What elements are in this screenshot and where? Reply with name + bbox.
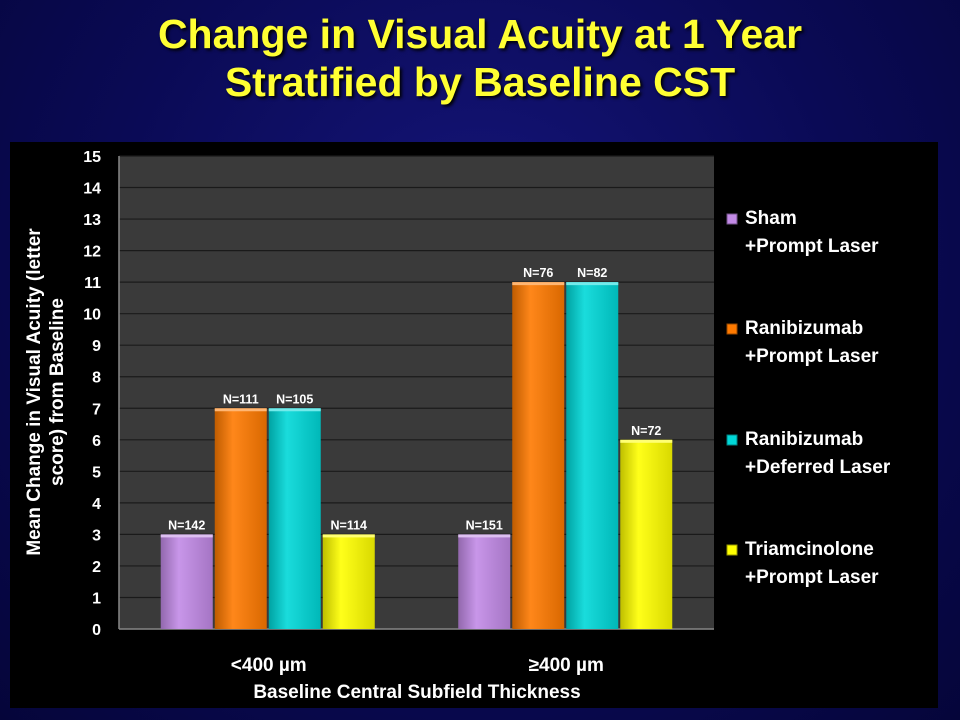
legend-swatch	[726, 323, 738, 335]
x-category-label: ≥400 µm	[529, 655, 604, 676]
bar	[512, 282, 565, 629]
y-tick-label: 0	[92, 622, 101, 639]
bar-top-highlight	[566, 282, 619, 286]
legend-label-line-2: +Prompt Laser	[745, 236, 879, 257]
y-tick-label: 10	[83, 307, 101, 324]
y-axis-label-line-1: Mean Change in Visual Acuity (letter	[24, 228, 45, 556]
bar	[160, 534, 213, 629]
title-line-2: Stratified by Baseline CST	[224, 59, 736, 105]
legend-swatch	[726, 434, 738, 446]
bar-data-label: N=76	[523, 266, 553, 280]
y-tick-label: 13	[83, 212, 101, 229]
title-line-1: Change in Visual Acuity at 1 Year	[157, 11, 803, 57]
y-tick-label: 1	[92, 590, 101, 607]
y-tick-label: 12	[83, 244, 101, 261]
y-axis-label: Mean Change in Visual Acuity (letter sco…	[24, 228, 68, 556]
y-tick-label: 8	[92, 370, 101, 387]
bar	[214, 408, 267, 629]
bar-top-highlight	[620, 439, 673, 443]
legend-label-line-2: +Prompt Laser	[745, 346, 879, 367]
y-tick-label: 2	[92, 559, 101, 576]
bar-data-label: N=151	[466, 518, 503, 532]
legend-swatch	[726, 544, 738, 556]
y-axis-label-line-2: score) from Baseline	[47, 298, 68, 486]
legend-label-line-1: Sham	[745, 208, 797, 229]
x-category-labels: <400 µm ≥400 µm	[231, 655, 604, 676]
x-axis-label: Baseline Central Subfield Thickness	[253, 682, 580, 703]
y-tick-label: 9	[92, 338, 101, 355]
bar-top-highlight	[268, 408, 321, 412]
legend-label-line-2: +Prompt Laser	[745, 567, 879, 588]
y-tick-label: 15	[83, 149, 101, 166]
legend: Sham +Prompt Laser Ranibizumab +Prompt Lase…	[726, 208, 891, 588]
bar-data-label: N=114	[331, 518, 368, 532]
y-tick-label: 6	[92, 433, 101, 450]
bar-data-label: N=142	[168, 518, 205, 532]
legend-label-line-1: Triamcinolone	[745, 539, 874, 560]
y-tick-label: 11	[84, 275, 101, 292]
bar-data-label: N=72	[631, 424, 661, 438]
legend-label-line-1: Ranibizumab	[745, 318, 863, 339]
legend-label-line-2: +Deferred Laser	[745, 457, 891, 478]
bar-top-highlight	[160, 534, 213, 538]
bar-data-label: N=105	[276, 392, 313, 406]
legend-swatch	[726, 213, 738, 225]
slide-title: Change in Visual Acuity at 1 Year Strati…	[0, 10, 960, 106]
y-tick-label: 5	[92, 464, 101, 481]
y-tick-label: 4	[92, 496, 101, 513]
bar-top-highlight	[458, 534, 511, 538]
bar	[458, 534, 511, 629]
bars: N=142 N=111 N=105 N=114 N=151 N=76 N=82 N=72	[160, 266, 673, 629]
bar	[620, 439, 673, 629]
legend-label-line-1: Ranibizumab	[745, 429, 863, 450]
y-tick-label: 7	[92, 401, 101, 418]
bar	[268, 408, 321, 629]
x-category-label: <400 µm	[231, 655, 307, 676]
bar-top-highlight	[214, 408, 267, 412]
bar	[566, 282, 619, 629]
y-tick-label: 3	[92, 527, 101, 544]
bar-top-highlight	[322, 534, 375, 538]
bar-data-label: N=111	[223, 392, 259, 406]
bar	[322, 534, 375, 629]
bar-data-label: N=82	[577, 266, 607, 280]
y-tick-label: 14	[83, 181, 101, 198]
bar-top-highlight	[512, 282, 565, 286]
